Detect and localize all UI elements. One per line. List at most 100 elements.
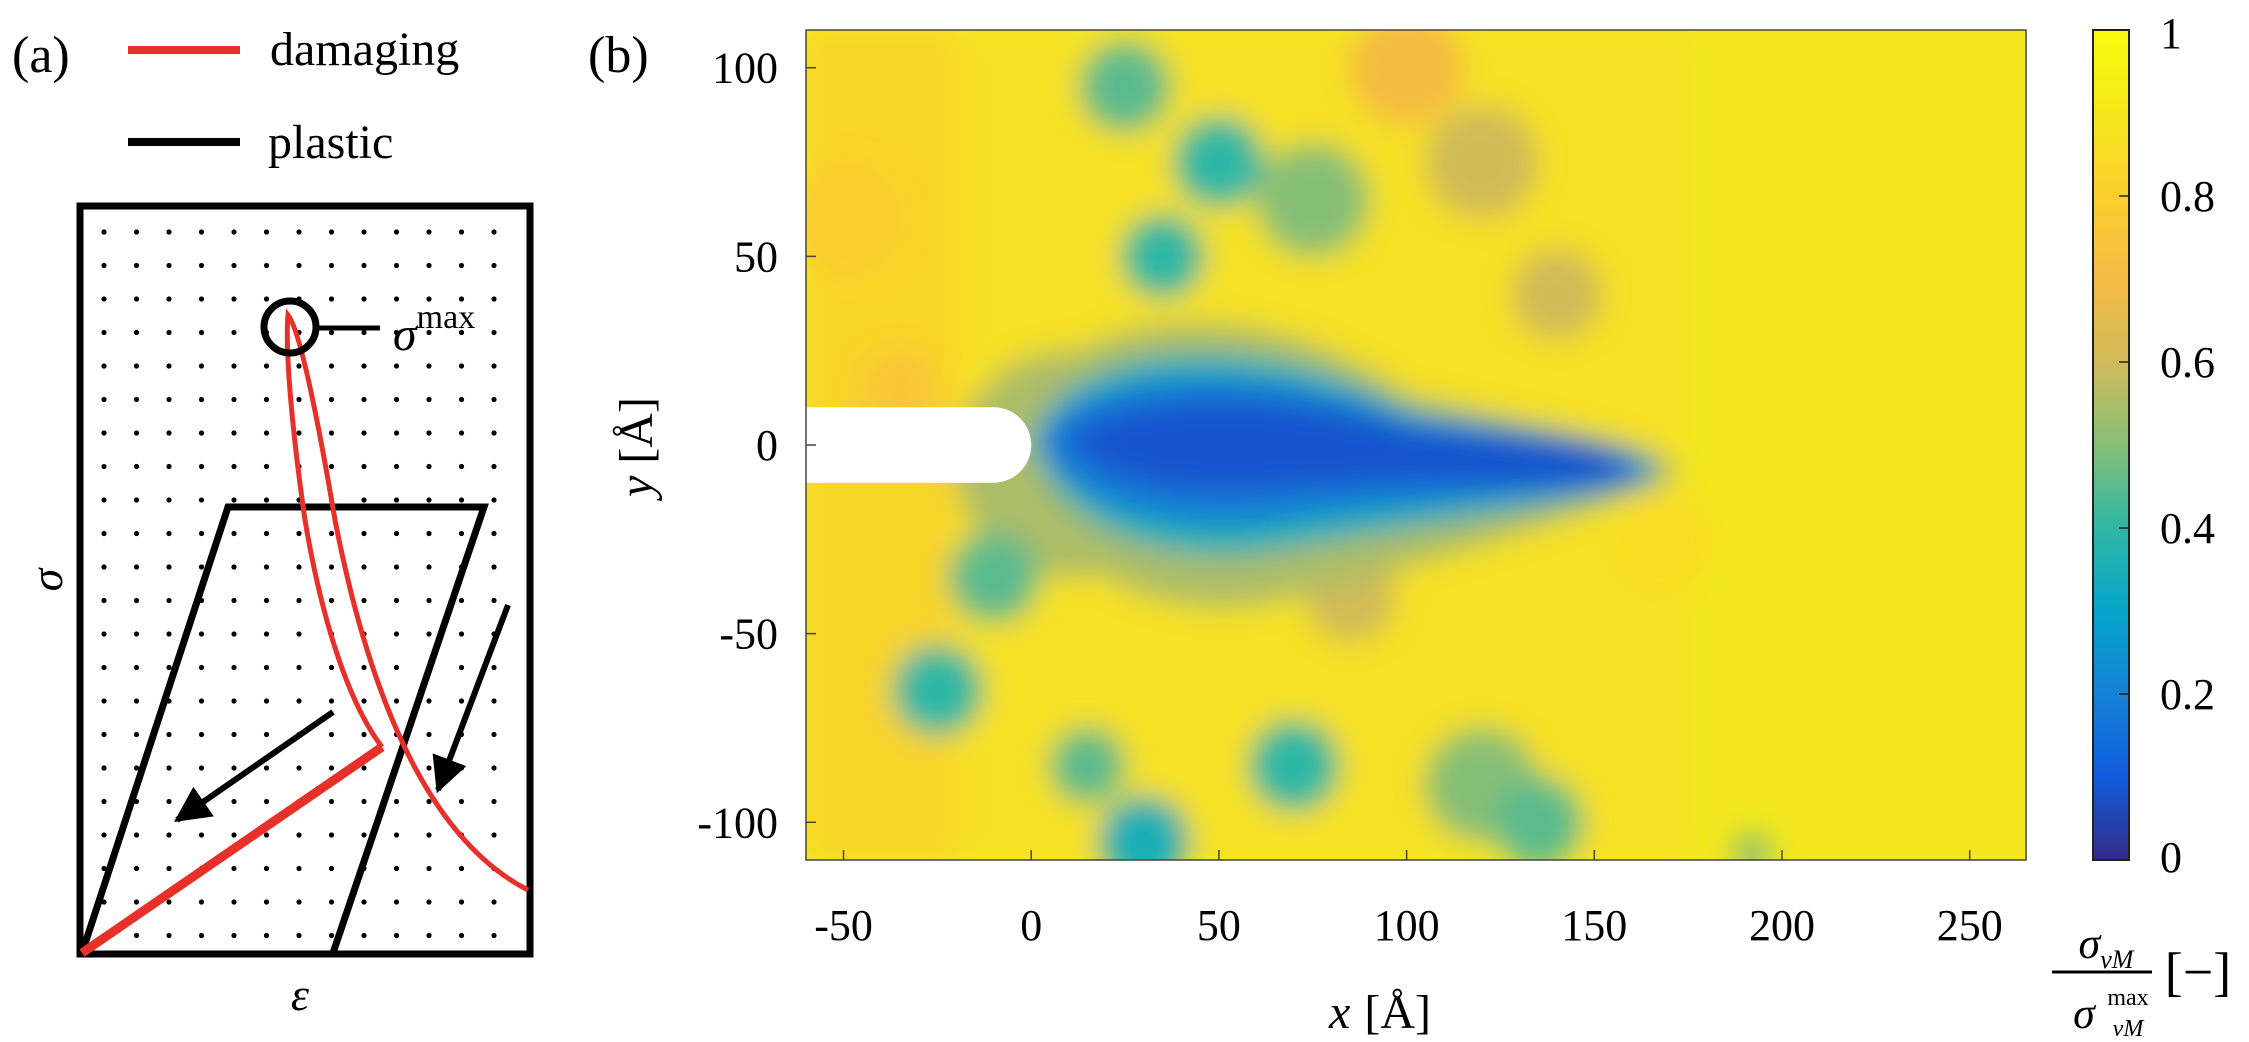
legend-label-plastic: plastic bbox=[268, 116, 393, 169]
colorbar-label: σvM σ max vM [−] bbox=[2052, 919, 2231, 1042]
grid-dot bbox=[458, 798, 465, 805]
grid-dot bbox=[296, 899, 302, 905]
grid-dot bbox=[166, 430, 172, 436]
grid-dot bbox=[231, 329, 237, 336]
grid-dot bbox=[198, 497, 205, 503]
grid-dot bbox=[426, 530, 432, 537]
grid-dot bbox=[198, 396, 205, 403]
grid-dot bbox=[328, 363, 335, 369]
grid-dot bbox=[263, 765, 270, 771]
grid-dot bbox=[198, 765, 205, 771]
dot-grid bbox=[101, 229, 497, 939]
grid-dot bbox=[263, 463, 270, 470]
grid-dot bbox=[458, 430, 465, 436]
grid-dot bbox=[393, 698, 400, 704]
heatmap-blob-18 bbox=[1350, 30, 1463, 125]
heatmap-blob-9 bbox=[1098, 795, 1189, 860]
grid-dot bbox=[361, 899, 367, 905]
grid-dot bbox=[101, 865, 107, 872]
grid-dot bbox=[458, 296, 465, 302]
grid-dot bbox=[393, 631, 400, 637]
grid-dot bbox=[426, 430, 432, 436]
grid-dot bbox=[361, 463, 367, 470]
y-tick-label: -100 bbox=[697, 798, 778, 847]
cb-den-sup: max bbox=[2107, 985, 2148, 1011]
heatmap-blob-8 bbox=[1050, 727, 1126, 804]
y-axis-label-a: σ bbox=[21, 566, 72, 591]
grid-dot bbox=[426, 396, 432, 403]
grid-dot bbox=[263, 530, 270, 537]
grid-dot bbox=[133, 832, 140, 838]
colorbar-tick-label: 1 bbox=[2160, 9, 2182, 58]
grid-dot bbox=[458, 463, 465, 470]
grid-dot bbox=[296, 530, 302, 537]
grid-dot bbox=[166, 597, 172, 604]
colorbar-tick-label: 0.2 bbox=[2160, 670, 2215, 719]
grid-dot bbox=[133, 296, 140, 302]
grid-dot bbox=[263, 430, 270, 436]
grid-dot bbox=[101, 631, 107, 637]
grid-dot bbox=[426, 765, 432, 771]
grid-dot bbox=[231, 363, 237, 369]
grid-dot bbox=[361, 932, 367, 939]
grid-dot bbox=[491, 698, 497, 704]
x-tick-label: 150 bbox=[1561, 901, 1627, 950]
heatmap-blob-10 bbox=[1248, 720, 1340, 811]
cb-unit: [−] bbox=[2165, 942, 2231, 1002]
grid-dot bbox=[101, 564, 107, 570]
grid-dot bbox=[101, 597, 107, 604]
grid-dot bbox=[198, 664, 205, 671]
cb-num-sub: vM bbox=[2100, 945, 2135, 974]
grid-dot bbox=[458, 932, 465, 939]
x-tick-label: 250 bbox=[1937, 901, 2003, 950]
grid-dot bbox=[458, 396, 465, 403]
grid-dot bbox=[361, 329, 367, 336]
grid-dot bbox=[263, 564, 270, 570]
grid-dot bbox=[231, 262, 237, 269]
peak-marker-circle bbox=[260, 297, 320, 357]
grid-dot bbox=[491, 463, 497, 470]
grid-dot bbox=[166, 463, 172, 470]
grid-dot bbox=[296, 765, 302, 771]
colorbar-tick-label: 0.8 bbox=[2160, 172, 2215, 221]
grid-dot bbox=[133, 396, 140, 403]
heatmap-blob-7 bbox=[892, 644, 983, 736]
grid-dot bbox=[263, 698, 270, 704]
grid-dot bbox=[101, 229, 107, 235]
x-axis-var: x bbox=[1328, 986, 1350, 1039]
grid-dot bbox=[328, 899, 335, 905]
grid-dot bbox=[231, 664, 237, 671]
grid-dot bbox=[393, 932, 400, 939]
grid-dot bbox=[231, 463, 237, 470]
cb-den-sub: vM bbox=[2113, 1016, 2146, 1042]
damaging-curve bbox=[284, 308, 530, 893]
heatmap-blob-19 bbox=[1733, 833, 1771, 860]
grid-dot bbox=[166, 932, 172, 939]
grid-dot bbox=[133, 932, 140, 939]
grid-dot bbox=[296, 932, 302, 939]
plot-frame-a bbox=[76, 202, 534, 958]
grid-dot bbox=[133, 497, 140, 503]
grid-dot bbox=[491, 430, 497, 436]
grid-dot bbox=[133, 229, 140, 235]
grid-dot bbox=[263, 296, 270, 302]
grid-dot bbox=[263, 932, 270, 939]
grid-dot bbox=[393, 296, 400, 302]
grid-dot bbox=[426, 865, 432, 872]
grid-dot bbox=[328, 463, 335, 470]
grid-dot bbox=[328, 798, 335, 805]
grid-dot bbox=[166, 865, 172, 872]
heatmap-blob-12 bbox=[1492, 777, 1584, 860]
x-axis-label-a: ε bbox=[291, 969, 310, 1020]
x-tick-label: -50 bbox=[814, 901, 873, 950]
crack-notch bbox=[806, 407, 1032, 483]
grid-dot bbox=[296, 664, 302, 671]
grid-dot bbox=[328, 765, 335, 771]
grid-dot bbox=[198, 530, 205, 537]
x-tick-label: 0 bbox=[1020, 901, 1042, 950]
grid-dot bbox=[296, 832, 302, 838]
peak-label-superscript: max bbox=[417, 299, 476, 336]
grid-dot bbox=[393, 530, 400, 537]
y-tick-label: 0 bbox=[756, 421, 778, 470]
grid-dot bbox=[101, 497, 107, 503]
